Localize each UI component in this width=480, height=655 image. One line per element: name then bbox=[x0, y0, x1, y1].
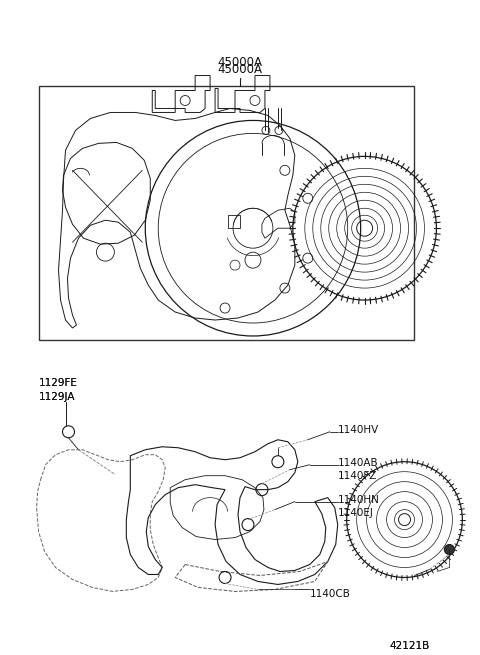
Text: 45000A: 45000A bbox=[217, 63, 263, 75]
Text: 1129FE: 1129FE bbox=[38, 378, 77, 388]
Circle shape bbox=[444, 544, 455, 555]
Text: 1140CB: 1140CB bbox=[310, 590, 351, 599]
Text: 1129JA: 1129JA bbox=[38, 392, 75, 402]
Text: 1129FE: 1129FE bbox=[38, 378, 77, 388]
Text: 1140HN: 1140HN bbox=[338, 495, 380, 504]
Text: 42121B: 42121B bbox=[390, 641, 430, 651]
FancyBboxPatch shape bbox=[38, 86, 415, 340]
Text: 1140HV: 1140HV bbox=[338, 425, 379, 435]
Text: 1140FZ: 1140FZ bbox=[338, 471, 377, 481]
Text: 1129JA: 1129JA bbox=[38, 392, 75, 402]
Text: 45000A: 45000A bbox=[217, 56, 263, 69]
Text: 1140AB: 1140AB bbox=[338, 458, 378, 468]
Text: 42121B: 42121B bbox=[390, 641, 430, 651]
Text: 1140EJ: 1140EJ bbox=[338, 508, 373, 517]
